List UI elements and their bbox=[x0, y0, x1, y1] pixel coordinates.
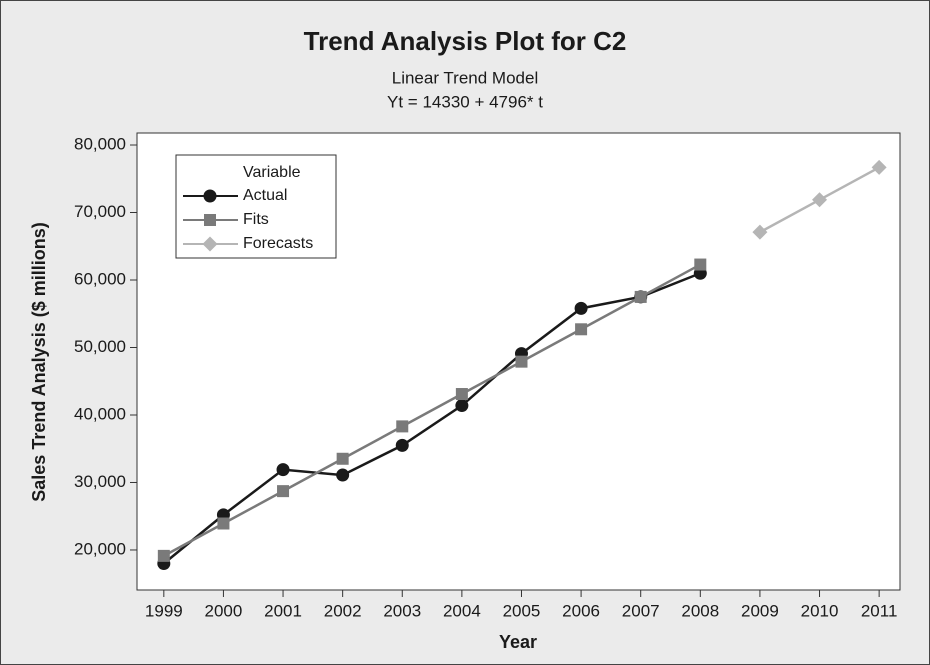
legend-marker bbox=[203, 189, 217, 203]
x-tick-label: 2002 bbox=[324, 601, 362, 620]
y-tick-label: 50,000 bbox=[74, 337, 126, 356]
marker bbox=[157, 549, 170, 562]
series-line bbox=[163, 263, 701, 557]
marker bbox=[336, 468, 350, 482]
y-axis-label: Sales Trend Analysis ($ millions) bbox=[29, 222, 49, 501]
y-tick-label: 70,000 bbox=[74, 202, 126, 221]
subtitle: Yt = 14330 + 4796* t bbox=[387, 92, 543, 111]
marker bbox=[871, 159, 887, 175]
marker bbox=[455, 399, 469, 413]
x-tick-label: 2008 bbox=[681, 601, 719, 620]
x-tick-label: 2001 bbox=[264, 601, 302, 620]
x-tick-label: 2009 bbox=[741, 601, 779, 620]
legend-label: Fits bbox=[243, 211, 269, 228]
x-tick-label: 2003 bbox=[383, 601, 421, 620]
subtitle: Linear Trend Model bbox=[392, 68, 538, 87]
marker bbox=[812, 192, 828, 208]
y-tick-label: 20,000 bbox=[74, 539, 126, 558]
marker bbox=[575, 323, 588, 336]
marker bbox=[277, 485, 290, 498]
x-tick-label: 2010 bbox=[801, 601, 839, 620]
marker bbox=[515, 355, 528, 368]
marker bbox=[217, 517, 230, 530]
series-line bbox=[163, 272, 701, 565]
x-tick-label: 2006 bbox=[562, 601, 600, 620]
y-tick-label: 40,000 bbox=[74, 404, 126, 423]
marker bbox=[634, 290, 647, 303]
x-tick-label: 2004 bbox=[443, 601, 481, 620]
legend-box bbox=[175, 154, 337, 259]
x-tick-label: 1999 bbox=[145, 601, 183, 620]
legend-title: Variable bbox=[243, 164, 301, 181]
chart-title: Trend Analysis Plot for C2 bbox=[304, 26, 627, 56]
marker bbox=[455, 388, 468, 401]
y-tick-label: 30,000 bbox=[74, 472, 126, 491]
marker bbox=[752, 224, 768, 240]
x-tick-label: 2007 bbox=[622, 601, 660, 620]
marker bbox=[694, 258, 707, 271]
x-tick-label: 2000 bbox=[205, 601, 243, 620]
marker bbox=[574, 301, 588, 315]
marker bbox=[395, 438, 409, 452]
y-tick-label: 60,000 bbox=[74, 269, 126, 288]
legend-label: Actual bbox=[243, 187, 287, 204]
legend-marker bbox=[204, 214, 216, 226]
marker bbox=[276, 463, 290, 477]
legend-marker bbox=[202, 236, 218, 252]
y-tick-label: 80,000 bbox=[74, 134, 126, 153]
legend-label: Forecasts bbox=[243, 235, 313, 252]
x-tick-label: 2011 bbox=[861, 601, 898, 620]
x-axis-label: Year bbox=[499, 632, 537, 652]
marker bbox=[396, 420, 409, 433]
x-tick-label: 2005 bbox=[503, 601, 541, 620]
marker bbox=[336, 452, 349, 465]
